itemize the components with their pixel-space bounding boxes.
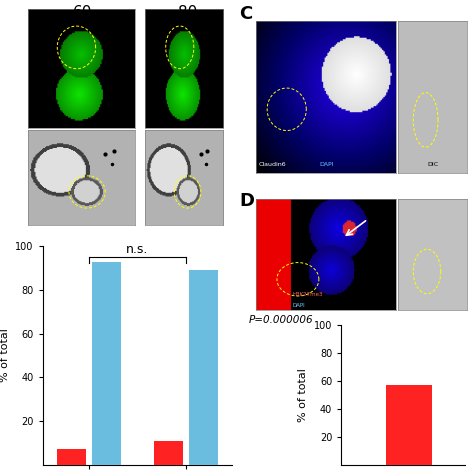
Text: P=0.000006: P=0.000006: [249, 315, 313, 325]
Y-axis label: % of total: % of total: [298, 368, 308, 421]
Bar: [189, 271, 218, 465]
Text: DIC: DIC: [368, 303, 377, 308]
Text: 80: 80: [178, 5, 197, 20]
Text: DAPI: DAPI: [292, 303, 305, 308]
Y-axis label: % of total: % of total: [0, 328, 9, 383]
Text: n.s.: n.s.: [126, 243, 149, 256]
Text: C: C: [239, 5, 253, 23]
Bar: [155, 440, 183, 465]
Text: DIC: DIC: [427, 162, 438, 167]
Text: Claudin6: Claudin6: [259, 162, 286, 167]
Text: 60: 60: [73, 5, 92, 20]
Text: H3K27me3: H3K27me3: [292, 292, 323, 297]
Bar: [57, 449, 86, 465]
Text: DAPI: DAPI: [319, 162, 333, 167]
Text: D: D: [239, 192, 255, 210]
Bar: [92, 262, 120, 465]
Bar: [386, 385, 432, 465]
